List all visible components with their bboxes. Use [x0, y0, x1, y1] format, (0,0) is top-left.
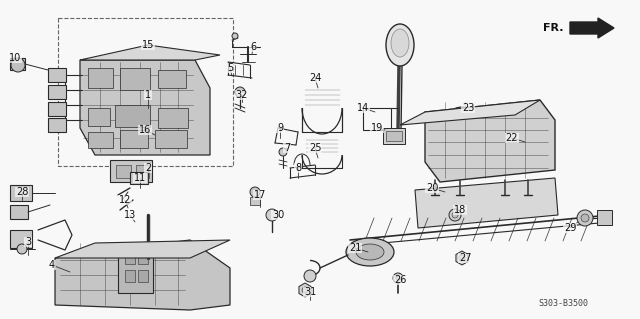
- Text: 25: 25: [308, 143, 321, 153]
- Bar: [48, 85, 66, 99]
- Bar: [250, 197, 260, 205]
- Bar: [386, 131, 402, 141]
- Bar: [136, 165, 149, 178]
- Text: 16: 16: [139, 125, 151, 135]
- Polygon shape: [425, 100, 555, 182]
- Bar: [115, 105, 150, 127]
- Bar: [116, 165, 131, 178]
- Circle shape: [266, 209, 278, 221]
- Text: FR.: FR.: [543, 23, 564, 33]
- Circle shape: [11, 58, 25, 72]
- Text: 3: 3: [25, 237, 31, 247]
- Circle shape: [17, 244, 27, 254]
- Text: 30: 30: [272, 210, 284, 220]
- Text: 9: 9: [277, 123, 283, 133]
- Text: 13: 13: [124, 210, 136, 220]
- Text: 1: 1: [145, 90, 151, 100]
- Bar: [58, 18, 233, 166]
- Circle shape: [304, 270, 316, 282]
- Ellipse shape: [391, 29, 409, 57]
- Bar: [10, 205, 28, 219]
- Text: 26: 26: [394, 275, 406, 285]
- Polygon shape: [400, 100, 540, 125]
- Bar: [120, 130, 148, 148]
- Circle shape: [235, 87, 245, 97]
- Polygon shape: [570, 18, 614, 38]
- Bar: [48, 102, 66, 116]
- Bar: [125, 270, 135, 282]
- Bar: [10, 230, 32, 248]
- Polygon shape: [55, 240, 230, 310]
- Bar: [130, 172, 148, 184]
- Ellipse shape: [452, 107, 472, 117]
- Bar: [10, 58, 25, 70]
- Ellipse shape: [386, 24, 414, 66]
- Text: 19: 19: [371, 123, 383, 133]
- Bar: [158, 108, 188, 128]
- Text: 29: 29: [564, 223, 576, 233]
- Text: 2: 2: [145, 163, 151, 173]
- Circle shape: [232, 33, 238, 39]
- Text: 7: 7: [284, 143, 290, 153]
- Circle shape: [577, 210, 593, 226]
- Text: 4: 4: [49, 260, 55, 270]
- Bar: [48, 118, 66, 132]
- Ellipse shape: [346, 238, 394, 266]
- Polygon shape: [80, 45, 220, 60]
- Bar: [10, 185, 32, 201]
- Text: 15: 15: [142, 40, 154, 50]
- Text: 18: 18: [454, 205, 466, 215]
- Circle shape: [459, 255, 465, 261]
- Text: 31: 31: [304, 287, 316, 297]
- Circle shape: [449, 209, 461, 221]
- Bar: [138, 270, 148, 282]
- Bar: [88, 132, 113, 148]
- Text: 22: 22: [506, 133, 518, 143]
- Polygon shape: [55, 240, 230, 258]
- Text: S303-B3500: S303-B3500: [538, 299, 588, 308]
- Bar: [88, 68, 113, 88]
- Text: 17: 17: [254, 190, 266, 200]
- Text: 8: 8: [295, 163, 301, 173]
- Bar: [138, 252, 148, 264]
- Text: 21: 21: [349, 243, 361, 253]
- Polygon shape: [415, 178, 558, 228]
- Text: 23: 23: [462, 103, 474, 113]
- Circle shape: [393, 273, 403, 283]
- Ellipse shape: [356, 244, 384, 260]
- Polygon shape: [80, 60, 210, 155]
- Bar: [597, 210, 612, 225]
- Text: 6: 6: [250, 42, 256, 52]
- Bar: [125, 252, 135, 264]
- Bar: [155, 130, 187, 148]
- Text: 32: 32: [236, 90, 248, 100]
- Text: 24: 24: [309, 73, 321, 83]
- Circle shape: [396, 276, 400, 280]
- Bar: [48, 68, 66, 82]
- Bar: [120, 68, 150, 90]
- Bar: [363, 108, 391, 130]
- Text: 11: 11: [134, 173, 146, 183]
- Bar: [383, 128, 405, 144]
- Circle shape: [452, 212, 458, 218]
- Bar: [158, 70, 186, 88]
- Text: 28: 28: [16, 187, 28, 197]
- Circle shape: [581, 214, 589, 222]
- Text: 5: 5: [227, 63, 233, 73]
- Text: 12: 12: [119, 195, 131, 205]
- Circle shape: [279, 148, 287, 156]
- Ellipse shape: [456, 109, 468, 115]
- Text: 20: 20: [426, 183, 438, 193]
- Bar: [118, 248, 153, 293]
- Text: 10: 10: [9, 53, 21, 63]
- Circle shape: [250, 187, 260, 197]
- Text: 27: 27: [459, 253, 471, 263]
- Bar: [110, 160, 152, 182]
- Circle shape: [302, 287, 308, 293]
- Bar: [88, 108, 110, 126]
- Text: 14: 14: [357, 103, 369, 113]
